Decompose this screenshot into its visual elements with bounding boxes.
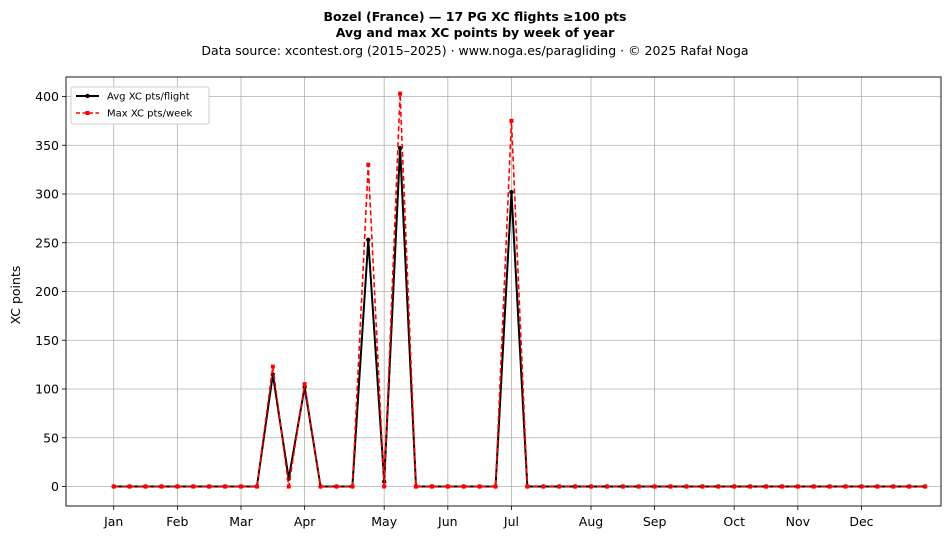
max-point — [191, 484, 196, 489]
x-tick-label: May — [371, 514, 397, 529]
max-point — [477, 484, 482, 489]
max-point — [668, 484, 673, 489]
x-tick-label: Jan — [103, 514, 123, 529]
max-point — [159, 484, 164, 489]
max-point — [557, 484, 562, 489]
max-point — [143, 484, 148, 489]
max-point — [382, 484, 387, 489]
max-point — [779, 484, 784, 489]
legend-avg-label: Avg XC pts/flight — [107, 92, 190, 103]
x-tick-label: Dec — [849, 514, 873, 529]
max-point — [684, 484, 689, 489]
max-point — [716, 484, 721, 489]
x-tick-label: Oct — [723, 514, 745, 529]
max-point — [907, 484, 912, 489]
max-point — [700, 484, 705, 489]
max-point — [429, 484, 434, 489]
max-point — [604, 484, 609, 489]
chart-title-line2: Avg and max XC points by week of year — [336, 25, 615, 40]
y-tick-label: 0 — [51, 479, 59, 494]
max-point — [350, 484, 355, 489]
max-point — [223, 484, 228, 489]
max-point — [334, 484, 339, 489]
x-tick-label: Nov — [786, 514, 811, 529]
max-point — [366, 162, 371, 167]
x-tick-label: Aug — [579, 514, 603, 529]
max-point — [207, 484, 212, 489]
max-point — [732, 484, 737, 489]
max-point — [175, 484, 180, 489]
x-tick-label: Mar — [229, 514, 253, 529]
x-tick-label: Feb — [166, 514, 188, 529]
avg-point — [509, 189, 514, 195]
max-point — [461, 484, 466, 489]
chart-subtitle: Data source: xcontest.org (2015–2025) · … — [201, 43, 748, 58]
y-tick-label: 300 — [35, 187, 59, 202]
max-point — [302, 382, 307, 387]
y-tick-label: 400 — [35, 89, 59, 104]
legend-box — [70, 86, 210, 125]
max-point — [286, 484, 291, 489]
x-tick-label: Jun — [437, 514, 458, 529]
series-layer — [111, 91, 928, 489]
max-point — [811, 484, 816, 489]
max-point — [254, 484, 259, 489]
y-tick-label: 350 — [35, 138, 59, 153]
max-point — [509, 118, 514, 123]
y-tick-label: 150 — [35, 333, 59, 348]
tick-labels: 0 50 100 150 200 250 300 350 400 Jan Feb Mar Apr May J… — [35, 89, 874, 529]
axes — [62, 76, 942, 510]
legend-max-label: Max XC pts/week — [107, 109, 192, 120]
max-point — [111, 484, 116, 489]
max-point — [589, 484, 593, 489]
max-point — [573, 484, 578, 489]
max-point — [795, 484, 800, 489]
max-point — [843, 484, 848, 489]
max-point — [525, 484, 530, 489]
max-point — [318, 484, 323, 489]
y-tick-label: 100 — [35, 382, 59, 397]
max-point — [875, 484, 880, 489]
x-tick-label: Jul — [503, 514, 519, 529]
max-point — [398, 91, 403, 96]
max-point — [414, 484, 418, 489]
max-point — [764, 484, 768, 489]
max-point — [620, 484, 625, 489]
plot-frame — [65, 76, 942, 507]
x-tick-label: Apr — [294, 514, 316, 529]
y-tick-label: 250 — [35, 235, 59, 250]
legend-max-marker — [85, 111, 90, 115]
max-point — [923, 484, 928, 489]
max-point — [652, 484, 657, 489]
max-point — [891, 484, 896, 489]
max-point — [445, 484, 450, 489]
max-point — [859, 484, 864, 489]
max-point — [541, 484, 546, 489]
max-point — [239, 484, 243, 489]
series-line-1 — [113, 92, 926, 488]
y-axis-label: XC points — [8, 266, 23, 325]
legend-avg-marker — [85, 93, 90, 99]
chart-title-line1: Bozel (France) — 17 PG XC flights ≥100 p… — [324, 9, 627, 24]
max-point — [748, 484, 753, 489]
max-point — [127, 484, 132, 489]
avg-point — [366, 237, 371, 243]
max-point — [270, 364, 275, 369]
max-point — [827, 484, 832, 489]
y-tick-label: 200 — [35, 284, 59, 299]
max-point — [636, 484, 641, 489]
legend: Avg XC pts/flight Max XC pts/week — [70, 86, 210, 125]
y-tick-label: 50 — [43, 430, 59, 445]
avg-point — [397, 145, 403, 151]
max-point — [493, 484, 498, 489]
x-tick-label: Sep — [643, 514, 667, 529]
